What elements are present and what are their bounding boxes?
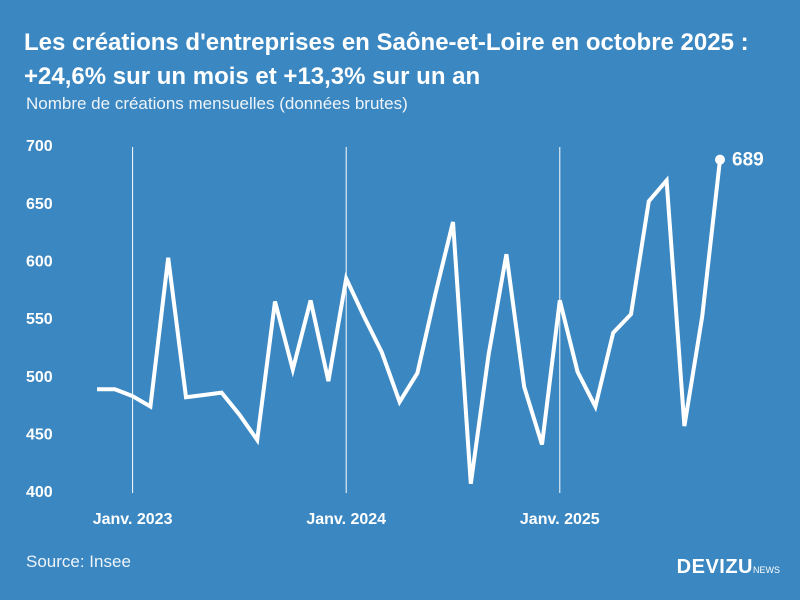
line	[97, 159, 722, 485]
y-tick-label: 650	[26, 196, 53, 213]
y-tick-label: 400	[26, 484, 53, 501]
x-tick-label: Janv. 2023	[93, 511, 173, 528]
y-tick-label: 700	[26, 138, 53, 155]
brand: DEVIZUNEWS	[677, 556, 780, 579]
x-tick-label: Janv. 2025	[520, 511, 600, 528]
y-tick-label: 450	[26, 427, 53, 444]
data-label: 689	[732, 150, 764, 171]
chart-title: Les créations d'entreprises en Saône-et-…	[24, 29, 749, 90]
y-tick-label: 600	[26, 254, 53, 271]
x-tick-label: Janv. 2024	[306, 511, 386, 528]
source: Source: Insee	[26, 552, 131, 571]
end-point	[715, 154, 725, 165]
brand-name: DEVIZU	[676, 556, 753, 578]
brand-suffix: NEWS	[753, 565, 780, 575]
y-tick-label: 550	[26, 311, 53, 328]
y-tick-label: 500	[26, 369, 53, 386]
chart-subtitle: Nombre de créations mensuelles (données …	[26, 94, 408, 113]
